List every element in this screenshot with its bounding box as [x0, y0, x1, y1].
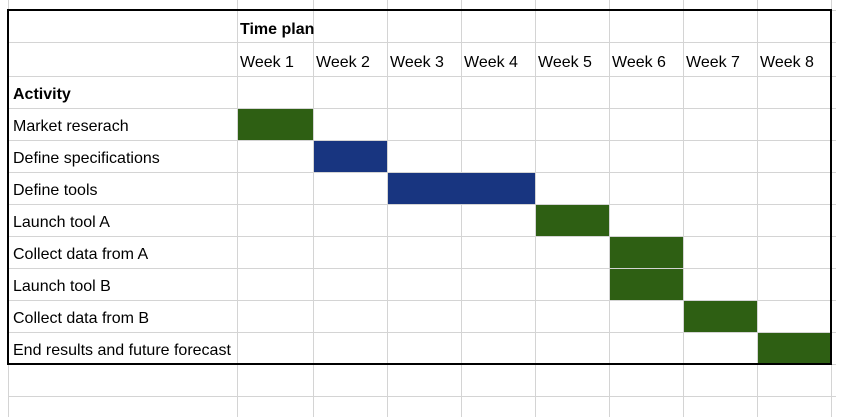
week-label-3: Week 3 [390, 54, 444, 71]
task-label: Define specifications [13, 150, 160, 167]
task-label: Market reserach [13, 118, 129, 135]
task-label: Define tools [13, 182, 98, 199]
task-bar [314, 141, 387, 172]
task-bar [536, 205, 609, 236]
week-label-5: Week 5 [538, 54, 592, 71]
task-label: Launch tool B [13, 278, 111, 295]
week-label-8: Week 8 [760, 54, 814, 71]
week-label-6: Week 6 [612, 54, 666, 71]
task-label: Launch tool A [13, 214, 110, 231]
week-label-1: Week 1 [240, 54, 294, 71]
task-bar [758, 333, 831, 364]
activity-header: Activity [13, 86, 71, 103]
task-bar [610, 269, 683, 300]
week-label-7: Week 7 [686, 54, 740, 71]
task-bar [684, 301, 757, 332]
task-label: Collect data from B [13, 310, 149, 327]
table-border [7, 9, 832, 365]
task-label: End results and future forecast [13, 342, 231, 359]
task-bars [238, 109, 831, 364]
task-label: Collect data from A [13, 246, 149, 263]
task-bar [388, 173, 535, 204]
week-label-4: Week 4 [464, 54, 518, 71]
outer-border [7, 9, 832, 365]
task-bar [238, 109, 313, 140]
task-bar [610, 237, 683, 268]
time-plan-header: Time plan [240, 21, 314, 38]
week-label-2: Week 2 [316, 54, 370, 71]
